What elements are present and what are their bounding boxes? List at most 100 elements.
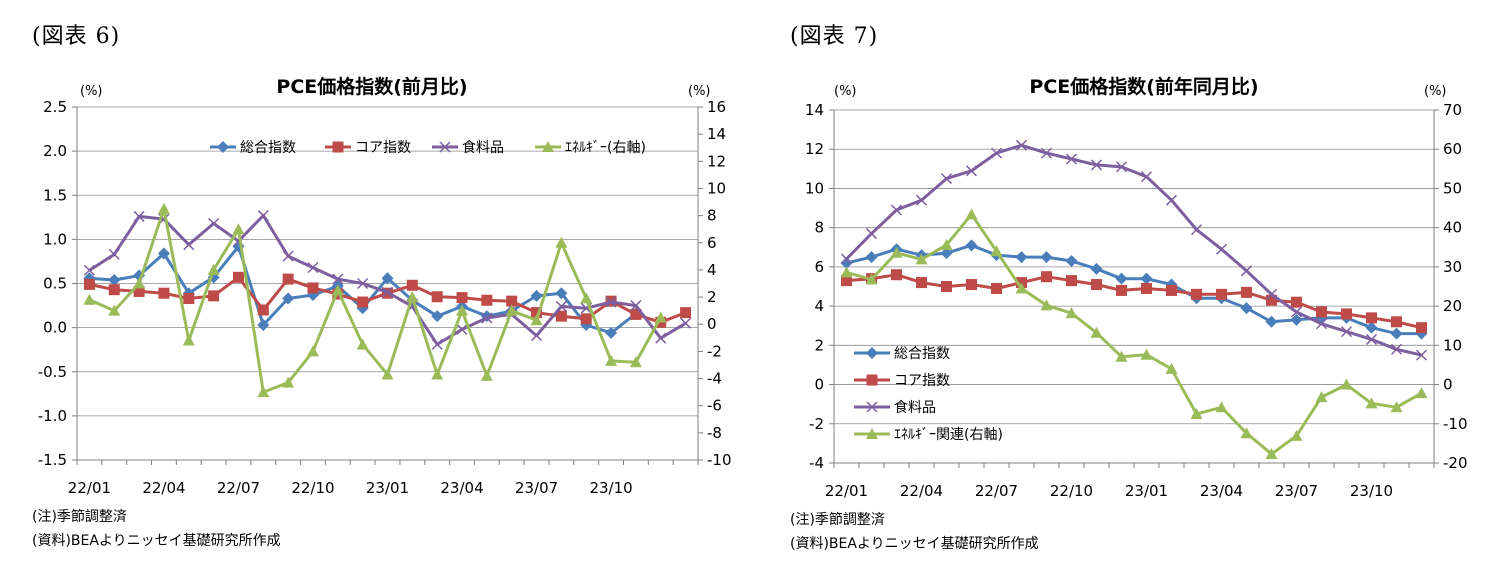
- right-tick-label: -10: [1443, 415, 1468, 433]
- x-tick-label: 23/01: [366, 479, 409, 497]
- data-point: [531, 330, 543, 342]
- left-axis-unit: (%): [834, 84, 857, 99]
- data-point: [1066, 275, 1077, 287]
- data-point: [915, 253, 928, 265]
- data-point: [1390, 401, 1403, 413]
- right-tick-label: 30: [1443, 258, 1462, 276]
- data-point: [1240, 265, 1253, 277]
- right-tick-label: -20: [1443, 454, 1468, 472]
- x-tick-label: 23/10: [589, 479, 632, 497]
- data-point: [965, 239, 978, 252]
- data-point: [282, 273, 294, 285]
- series-line: [88, 207, 663, 394]
- data-point: [83, 278, 95, 290]
- data-point: [1065, 307, 1078, 319]
- data-point: [133, 277, 146, 289]
- data-point: [605, 326, 618, 339]
- legend-label: ｴﾈﾙｷﾞｰ関連(右軸): [894, 427, 1003, 443]
- data-point: [865, 228, 878, 240]
- data-point: [208, 217, 220, 230]
- data-point: [966, 279, 977, 291]
- data-point: [406, 279, 418, 291]
- data-point: [158, 287, 170, 299]
- data-point: [257, 304, 269, 316]
- legend-marker: [866, 428, 878, 439]
- chart-pce-yoy: PCE価格指数(前年同月比)(%) (%)14121086420-2-470605…: [805, 75, 1468, 500]
- data-point: [1215, 401, 1228, 413]
- legend-marker: [542, 141, 554, 152]
- data-point: [1015, 282, 1028, 294]
- right-tick-label: 10: [707, 179, 726, 197]
- x-tick-label: 23/07: [515, 479, 558, 497]
- data-point: [431, 310, 444, 323]
- data-point: [1191, 288, 1202, 300]
- data-point: [840, 266, 853, 278]
- data-point: [456, 292, 468, 304]
- data-point: [157, 247, 170, 260]
- right-tick-label: 16: [707, 98, 726, 116]
- left-tick-label: 0.0: [43, 319, 67, 337]
- right-tick-label: 12: [707, 152, 726, 170]
- data-point: [1390, 343, 1403, 355]
- x-tick-label: 22/04: [900, 482, 943, 500]
- data-point: [1265, 315, 1278, 328]
- legend-label: コア指数: [355, 140, 411, 156]
- figure-6-source: (資料)BEAよりニッセイ基礎研究所作成: [32, 533, 281, 549]
- data-point: [1290, 313, 1303, 326]
- data-point: [108, 248, 120, 260]
- data-point: [555, 236, 568, 248]
- legend-marker: [217, 141, 229, 153]
- data-point: [580, 313, 592, 325]
- legend-marker: [332, 141, 344, 153]
- data-point: [157, 202, 170, 214]
- data-point: [1215, 243, 1228, 255]
- series-line: [89, 244, 637, 335]
- right-tick-label: 0: [707, 315, 717, 333]
- right-tick-label: 10: [1443, 336, 1462, 354]
- left-axis-unit: (%): [80, 84, 103, 99]
- data-point: [1140, 171, 1153, 183]
- left-tick-label: -2: [809, 415, 824, 433]
- data-point: [530, 289, 543, 302]
- data-point: [381, 368, 394, 380]
- right-axis-unit: (%): [688, 84, 711, 99]
- left-tick-label: 0.5: [43, 275, 67, 293]
- data-point: [108, 273, 121, 286]
- data-point: [531, 307, 543, 319]
- legend-label: 総合指数: [240, 140, 296, 156]
- right-tick-label: 14: [707, 125, 726, 143]
- x-tick-label: 23/10: [1350, 482, 1393, 500]
- right-tick-label: 6: [707, 234, 717, 252]
- data-point: [1415, 349, 1428, 361]
- right-tick-label: 50: [1443, 179, 1462, 197]
- data-point: [133, 285, 145, 297]
- data-point: [282, 376, 295, 388]
- data-point: [1291, 296, 1302, 308]
- data-point: [990, 147, 1003, 159]
- data-point: [1090, 262, 1103, 275]
- right-tick-label: 2: [707, 288, 717, 306]
- data-point: [1041, 271, 1052, 283]
- data-point: [307, 262, 319, 274]
- data-point: [83, 293, 96, 305]
- data-point: [1040, 251, 1053, 264]
- series-1: [840, 239, 1428, 340]
- data-point: [257, 210, 269, 222]
- series-3: [840, 139, 1428, 361]
- data-point: [1340, 326, 1353, 338]
- left-tick-label: 1.0: [43, 230, 67, 248]
- data-point: [381, 286, 394, 298]
- right-tick-label: -4: [707, 370, 722, 388]
- data-point: [505, 304, 518, 316]
- data-point: [208, 290, 220, 302]
- data-point: [83, 264, 95, 276]
- data-point: [1366, 312, 1377, 324]
- data-point: [480, 369, 493, 381]
- left-tick-label: 6: [814, 258, 824, 276]
- data-point: [431, 368, 444, 380]
- data-point: [183, 239, 195, 251]
- data-point: [83, 272, 96, 285]
- data-point: [1390, 327, 1403, 340]
- data-point: [108, 304, 121, 316]
- data-point: [381, 272, 394, 285]
